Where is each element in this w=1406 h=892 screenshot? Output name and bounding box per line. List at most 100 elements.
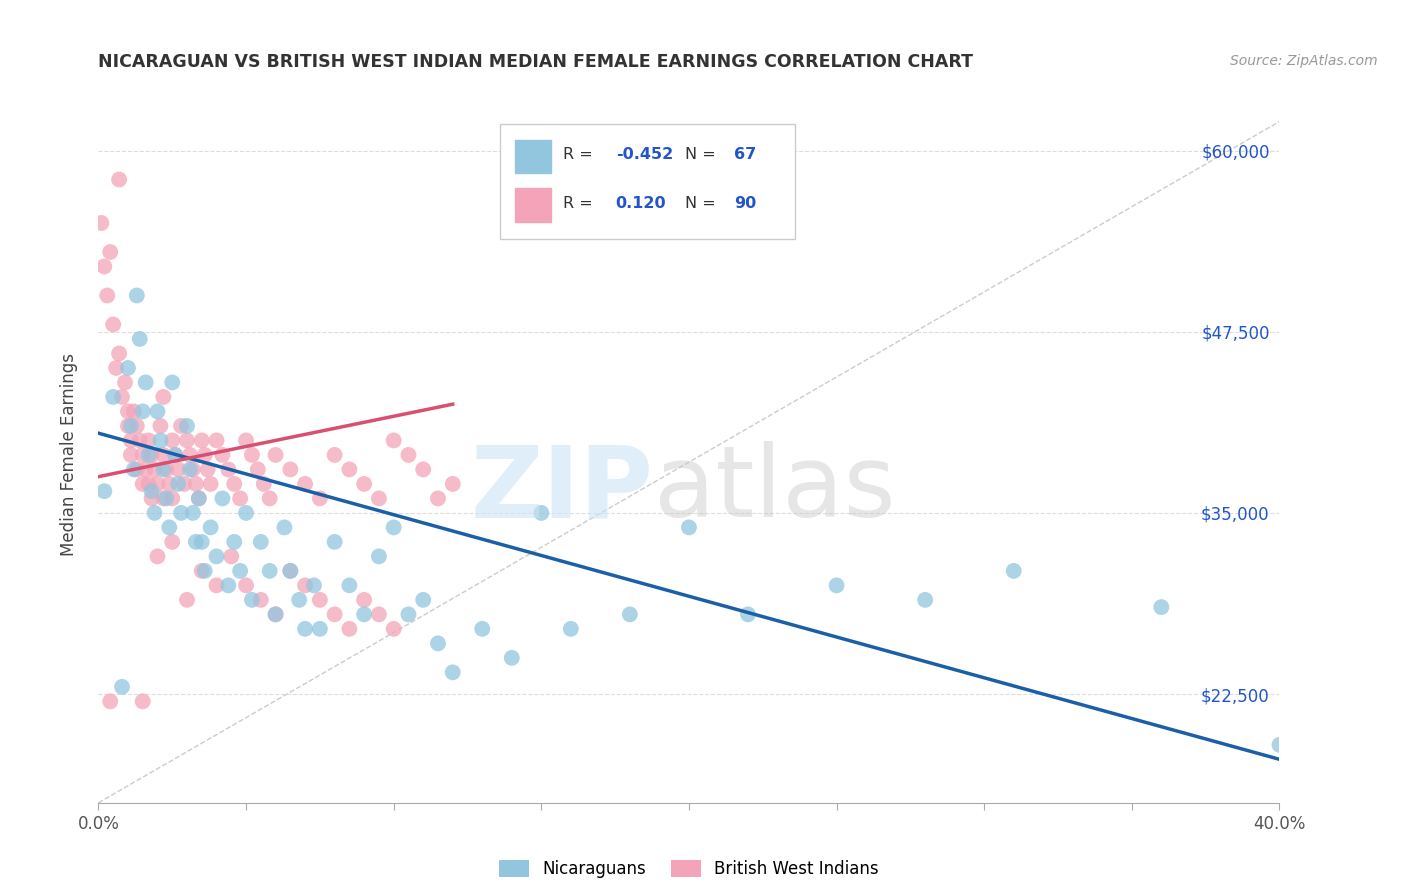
Point <box>259 491 281 506</box>
Point <box>211 491 233 506</box>
Text: R =: R = <box>562 147 598 161</box>
Point <box>135 376 157 390</box>
Text: 90: 90 <box>734 195 756 211</box>
Point <box>250 535 273 549</box>
Point <box>323 607 346 622</box>
Point <box>259 564 281 578</box>
Point <box>382 434 405 448</box>
Point <box>170 419 193 434</box>
Point <box>427 491 450 506</box>
Point <box>501 651 523 665</box>
Text: atlas: atlas <box>654 442 896 538</box>
Point <box>737 607 759 622</box>
Point <box>309 593 332 607</box>
Point <box>120 448 142 462</box>
Point <box>122 404 145 418</box>
Point <box>294 578 316 592</box>
Point <box>197 462 219 476</box>
Point <box>368 549 391 564</box>
Legend: Nicaraguans, British West Indians: Nicaraguans, British West Indians <box>492 854 886 885</box>
Point <box>382 622 405 636</box>
Point <box>98 244 121 259</box>
Point <box>217 578 239 592</box>
Point <box>441 665 464 680</box>
Point <box>162 491 183 506</box>
Text: -0.452: -0.452 <box>616 147 673 161</box>
Point <box>294 477 316 491</box>
Text: 0.120: 0.120 <box>616 195 666 211</box>
Point <box>141 484 163 499</box>
Point <box>103 318 125 332</box>
Point <box>278 564 302 578</box>
Point <box>250 593 273 607</box>
Point <box>152 390 174 404</box>
Point <box>194 448 217 462</box>
Point <box>96 288 118 302</box>
Point <box>229 564 252 578</box>
Point <box>143 506 166 520</box>
Point <box>152 491 174 506</box>
Point <box>138 434 160 448</box>
Point <box>1002 564 1025 578</box>
Point <box>353 607 375 622</box>
Point <box>138 477 160 491</box>
Point <box>288 593 311 607</box>
Point <box>149 434 172 448</box>
Point <box>560 622 582 636</box>
Point <box>914 593 936 607</box>
Point <box>278 462 302 476</box>
Point <box>170 506 193 520</box>
Point <box>309 491 332 506</box>
Point <box>162 434 183 448</box>
Point <box>108 172 131 186</box>
Point <box>619 607 641 622</box>
Text: R =: R = <box>562 195 598 211</box>
Point <box>396 607 419 622</box>
Point <box>205 578 228 592</box>
Point <box>155 491 177 506</box>
Point <box>471 622 494 636</box>
Point <box>353 593 375 607</box>
Point <box>187 491 209 506</box>
Point <box>146 477 169 491</box>
Point <box>146 549 169 564</box>
Point <box>194 564 217 578</box>
Point <box>162 376 183 390</box>
Point <box>191 434 214 448</box>
Point <box>264 607 287 622</box>
Point <box>176 434 198 448</box>
Point <box>353 477 375 491</box>
Point <box>125 288 148 302</box>
Point <box>224 477 246 491</box>
Point <box>132 477 155 491</box>
Point <box>165 448 187 462</box>
Point <box>235 578 257 592</box>
Point <box>111 390 134 404</box>
Point <box>323 535 346 549</box>
Point <box>167 462 190 476</box>
Point <box>141 491 163 506</box>
Point <box>181 506 204 520</box>
Point <box>117 419 139 434</box>
Point <box>1150 600 1173 615</box>
Bar <box>516 140 551 173</box>
Point <box>132 404 155 418</box>
Point <box>368 491 391 506</box>
Point <box>125 419 148 434</box>
Point <box>128 332 150 346</box>
Point <box>167 477 190 491</box>
Point <box>184 477 207 491</box>
Point <box>200 477 222 491</box>
Bar <box>516 188 551 222</box>
Point <box>382 520 405 534</box>
Point <box>152 462 174 476</box>
Point <box>93 484 115 499</box>
Point <box>191 535 214 549</box>
Point <box>205 434 228 448</box>
Point <box>219 549 242 564</box>
Text: NICARAGUAN VS BRITISH WEST INDIAN MEDIAN FEMALE EARNINGS CORRELATION CHART: NICARAGUAN VS BRITISH WEST INDIAN MEDIAN… <box>98 54 973 71</box>
Point <box>120 434 142 448</box>
Text: N =: N = <box>685 195 721 211</box>
Point <box>149 419 172 434</box>
Point <box>246 462 269 476</box>
